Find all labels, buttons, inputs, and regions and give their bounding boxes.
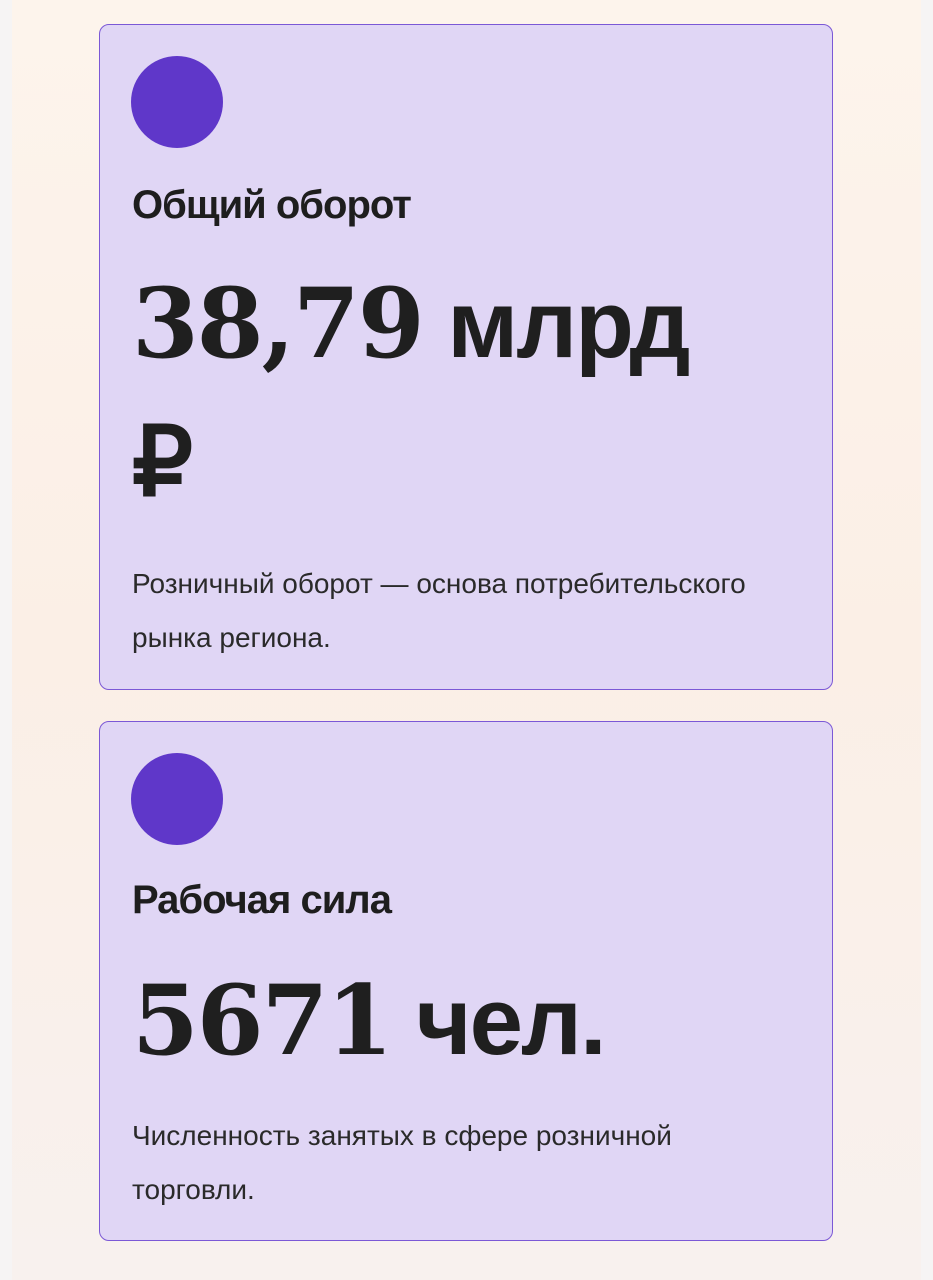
card-title: Общий оборот — [132, 183, 412, 227]
card-description: Розничный оборот — основа потребительско… — [132, 568, 746, 653]
right-edge — [921, 0, 933, 1280]
value-number: 5671 — [132, 964, 393, 1077]
card-value: 5671 чел. — [132, 952, 772, 1091]
value-number: 38,79 — [132, 267, 425, 380]
circle-icon — [131, 753, 223, 845]
circle-icon — [131, 56, 223, 148]
card-description: Численность занятых в сфере розничной то… — [132, 1120, 672, 1205]
value-unit: млрд ₽ — [132, 271, 690, 516]
stat-card-turnover: Общий оборот 38,79 млрд ₽ Розничный обор… — [99, 24, 833, 690]
card-title: Рабочая сила — [132, 878, 392, 922]
left-edge — [0, 0, 12, 1280]
card-value: 38,79 млрд ₽ — [132, 255, 772, 532]
stat-card-workforce: Рабочая сила 5671 чел. Численность занят… — [99, 721, 833, 1241]
value-unit: чел. — [415, 968, 607, 1075]
